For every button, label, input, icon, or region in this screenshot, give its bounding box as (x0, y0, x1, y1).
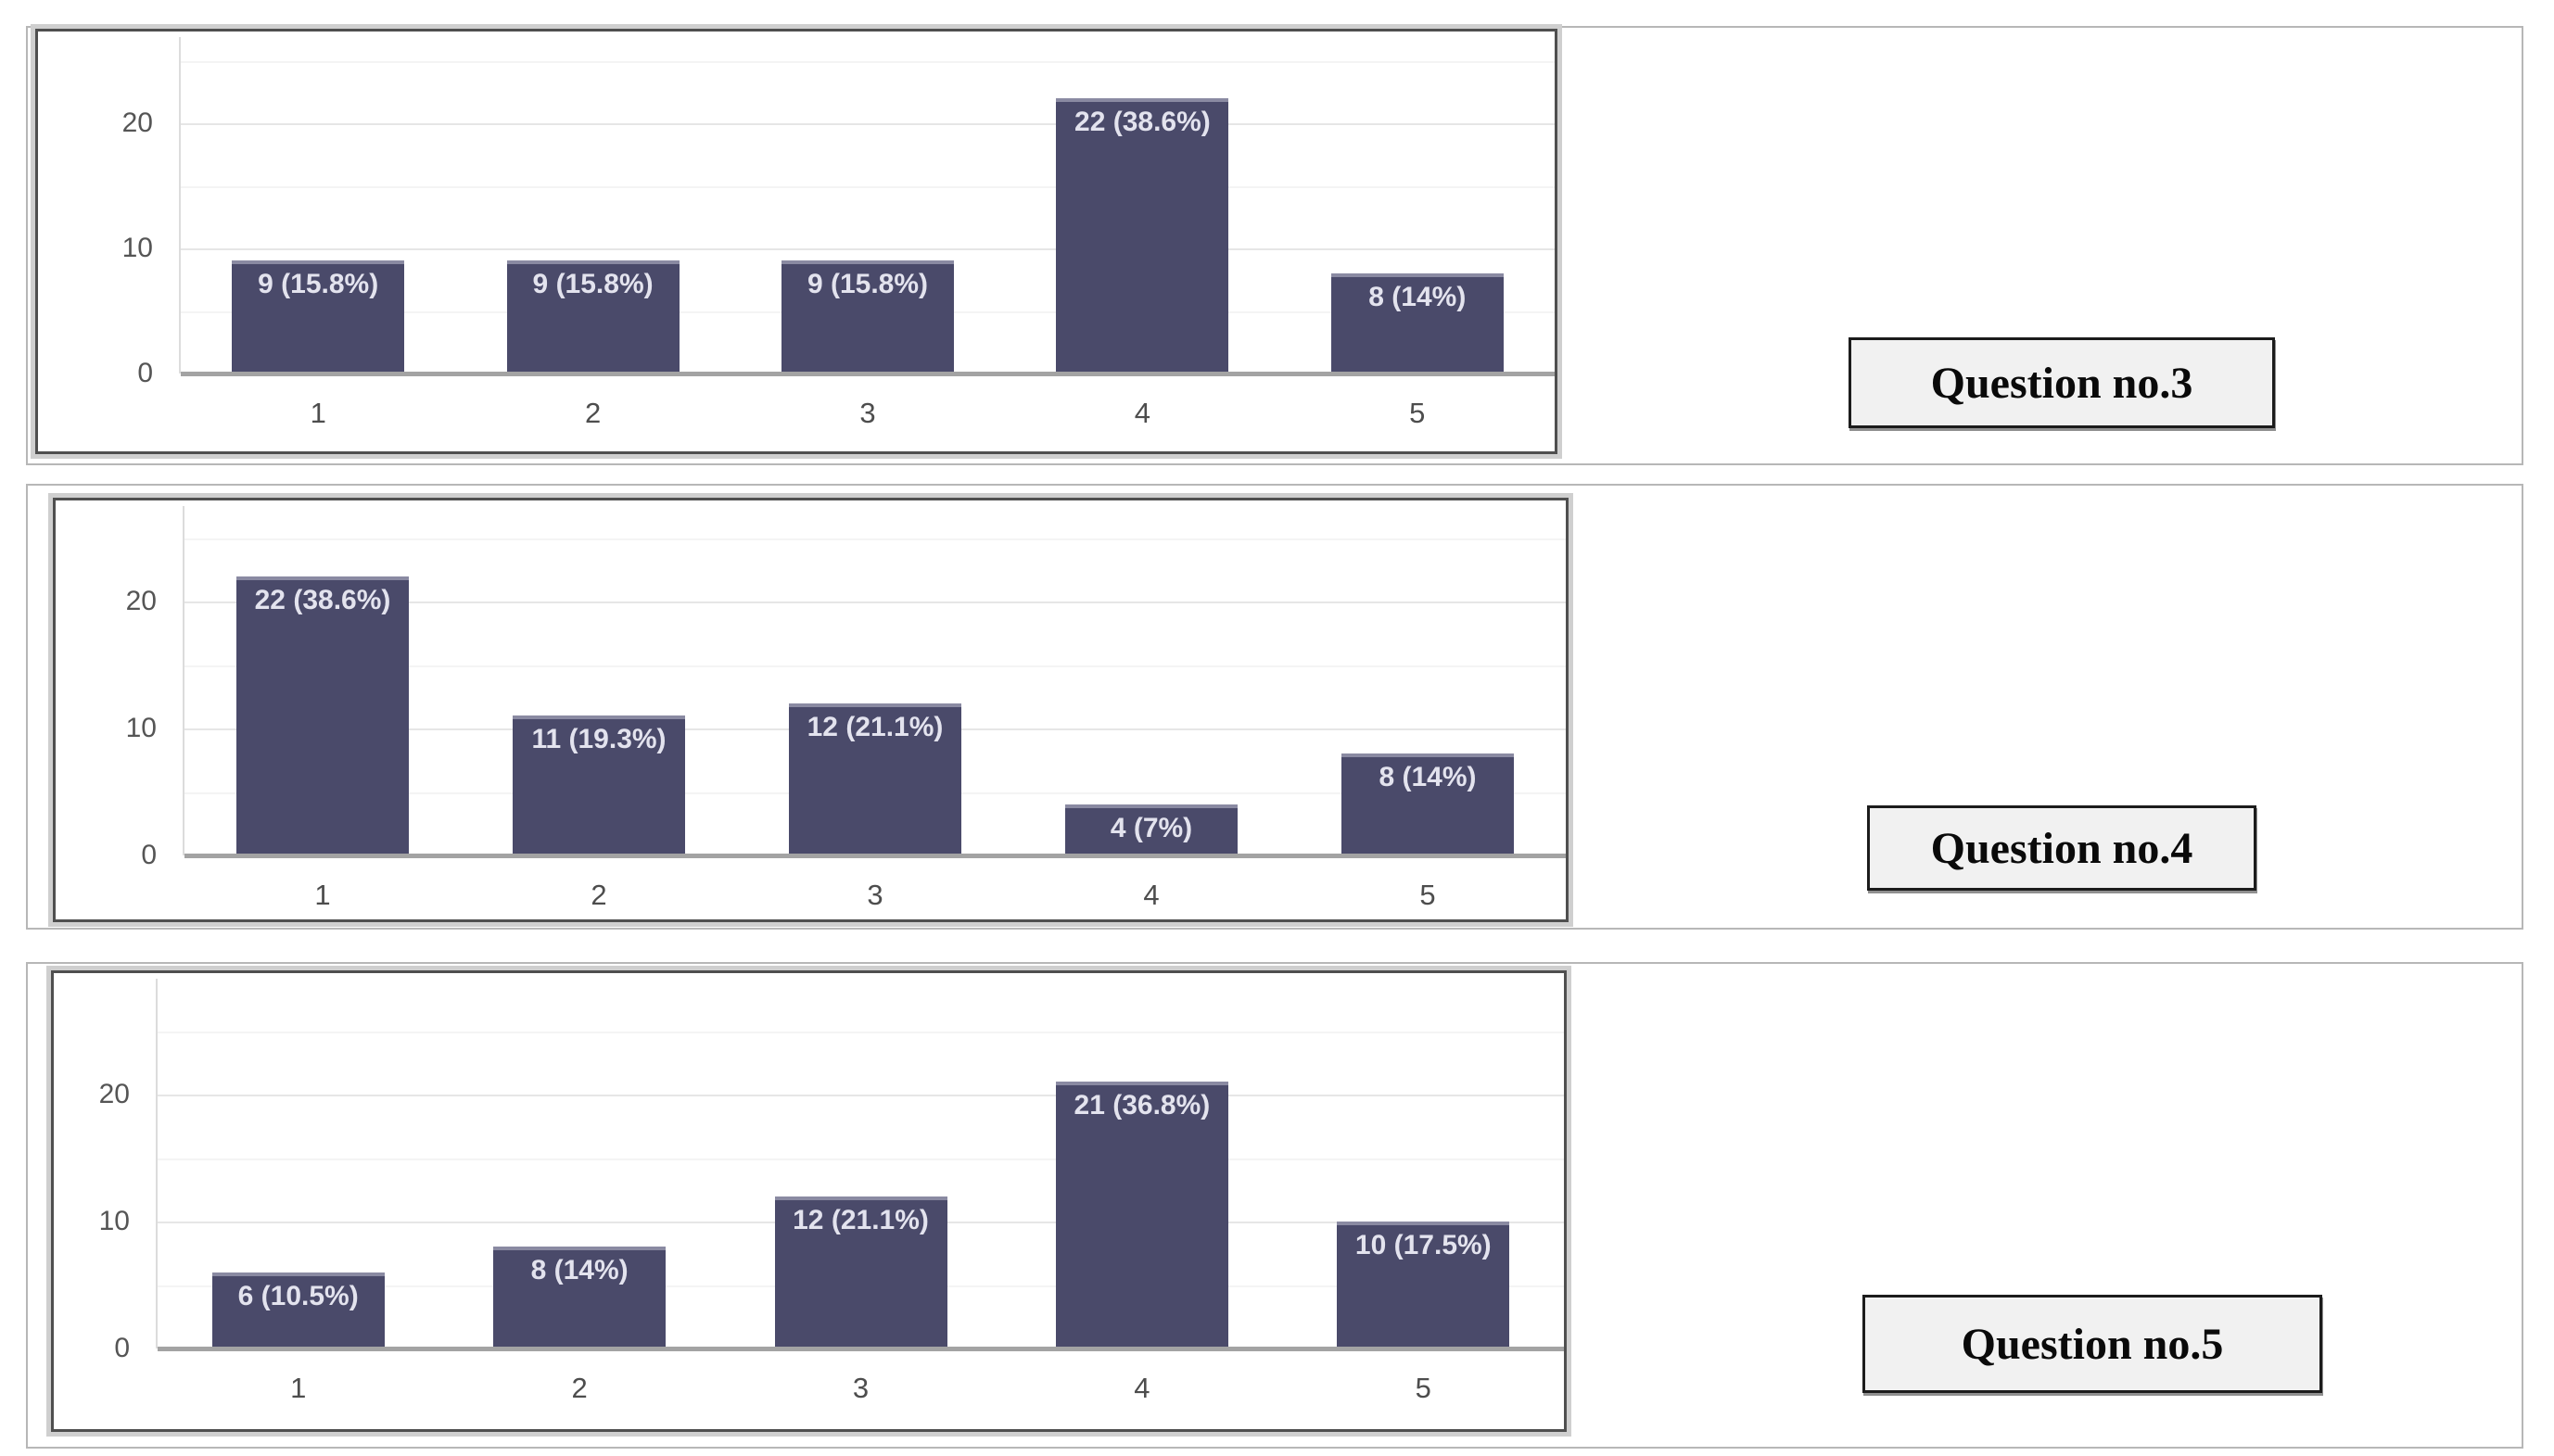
bar: 22 (38.6%) (1056, 98, 1229, 373)
chart-box-q5: 0 10 20 6 (10.5%) 8 (14%) 12 (21.1%) 21 (36.8%… (51, 970, 1567, 1432)
x-tick-label: 2 (591, 879, 607, 911)
y-axis-line (179, 37, 181, 373)
x-tick-label: 4 (1134, 397, 1150, 429)
bar: 11 (19.3%) (513, 715, 685, 855)
gridline-minor (158, 1031, 1564, 1033)
y-tick-label: 20 (98, 1079, 130, 1109)
y-axis-line (156, 979, 158, 1348)
bar: 10 (17.5%) (1337, 1222, 1510, 1348)
y-tick-label: 0 (137, 358, 153, 388)
bar-value-label: 10 (17.5%) (1354, 1230, 1492, 1260)
bar: 9 (15.8%) (232, 260, 405, 373)
y-tick-label: 10 (125, 713, 157, 743)
question-label-box: Question no.5 (1862, 1295, 2322, 1393)
y-tick-label: 20 (125, 586, 157, 616)
x-tick-label: 5 (1419, 879, 1436, 911)
bar-value-label: 6 (10.5%) (237, 1281, 359, 1311)
bar-value-label: 4 (7%) (1110, 813, 1193, 843)
x-tick-label: 3 (867, 879, 883, 911)
bar: 8 (14%) (1330, 273, 1504, 373)
bar: 9 (15.8%) (781, 260, 954, 373)
x-tick-label: 5 (1415, 1372, 1431, 1404)
bar-value-label: 8 (14%) (1368, 282, 1467, 312)
bar: 22 (38.6%) (236, 576, 409, 855)
bar: 21 (36.8%) (1055, 1082, 1228, 1348)
question-panel-3: 0 10 20 9 (15.8%) 9 (15.8%) 9 (15.8%) 22 (38.6… (26, 26, 2523, 465)
gridline-minor (181, 60, 1555, 63)
y-axis-line (183, 506, 184, 855)
bar-value-label: 9 (15.8%) (258, 269, 379, 299)
bar: 8 (14%) (493, 1247, 667, 1348)
x-tick-label: 3 (852, 1372, 870, 1404)
bar: 8 (14%) (1341, 753, 1514, 855)
x-axis-line (184, 854, 1566, 858)
bar-value-label: 22 (38.6%) (254, 585, 391, 615)
chart-box-q3: 0 10 20 9 (15.8%) 9 (15.8%) 9 (15.8%) 22 (38.6… (35, 29, 1557, 454)
bar: 6 (10.5%) (211, 1272, 385, 1348)
question-label: Question no.5 (1961, 1319, 2224, 1369)
gridline-minor (184, 538, 1566, 540)
x-tick-label: 1 (290, 1372, 307, 1404)
question-panel-4: 0 10 20 22 (38.6%) 11 (19.3%) 12 (21.1%) 4 (7%… (26, 484, 2523, 930)
x-axis-line (181, 372, 1555, 376)
x-tick-label: 5 (1409, 397, 1426, 429)
gridline-minor (181, 185, 1555, 188)
gridline-major (184, 601, 1566, 603)
bar-chart-q3: 0 10 20 9 (15.8%) 9 (15.8%) 9 (15.8%) 22 (38.6… (38, 32, 1555, 451)
x-tick-label: 4 (1134, 1372, 1150, 1404)
bar-value-label: 11 (19.3%) (531, 724, 667, 754)
bar-chart-q4: 0 10 20 22 (38.6%) 11 (19.3%) 12 (21.1%) 4 (7%… (56, 500, 1566, 919)
y-tick-label: 0 (114, 1333, 130, 1363)
question-panel-5: 0 10 20 6 (10.5%) 8 (14%) 12 (21.1%) 21 (36.8%… (26, 962, 2523, 1449)
question-label: Question no.3 (1930, 358, 2193, 408)
bar-value-label: 21 (36.8%) (1074, 1090, 1211, 1120)
gridline-minor (184, 665, 1566, 667)
bar-value-label: 9 (15.8%) (807, 269, 929, 299)
bar-chart-q5: 0 10 20 6 (10.5%) 8 (14%) 12 (21.1%) 21 (36.8%… (54, 973, 1564, 1429)
question-label: Question no.4 (1930, 823, 2193, 873)
x-tick-label: 4 (1143, 879, 1160, 911)
x-tick-label: 3 (859, 397, 876, 429)
bar-value-label: 9 (15.8%) (532, 269, 654, 299)
y-tick-label: 10 (121, 233, 153, 263)
x-axis-line (158, 1347, 1564, 1351)
question-label-box: Question no.3 (1849, 337, 2275, 428)
question-label-box: Question no.4 (1867, 805, 2256, 891)
bar-value-label: 8 (14%) (1379, 762, 1477, 792)
bar: 9 (15.8%) (506, 260, 680, 373)
gridline-minor (158, 1158, 1564, 1160)
x-tick-label: 2 (571, 1372, 588, 1404)
y-tick-label: 10 (98, 1206, 130, 1236)
bar-value-label: 22 (38.6%) (1074, 107, 1211, 137)
bar-value-label: 12 (21.1%) (807, 712, 944, 742)
x-tick-label: 1 (314, 879, 331, 911)
bar-value-label: 8 (14%) (530, 1255, 629, 1285)
bar: 12 (21.1%) (774, 1196, 947, 1348)
gridline-major (181, 248, 1555, 250)
y-tick-label: 20 (121, 108, 153, 138)
x-tick-label: 1 (310, 397, 326, 429)
x-tick-label: 2 (584, 397, 602, 429)
bar: 4 (7%) (1065, 804, 1238, 855)
chart-box-q4: 0 10 20 22 (38.6%) 11 (19.3%) 12 (21.1%) 4 (7%… (53, 498, 1569, 922)
bar: 12 (21.1%) (789, 703, 961, 855)
gridline-major (181, 123, 1555, 125)
gridline-major (158, 1095, 1564, 1096)
bar-value-label: 12 (21.1%) (793, 1205, 929, 1235)
y-tick-label: 0 (141, 840, 157, 870)
